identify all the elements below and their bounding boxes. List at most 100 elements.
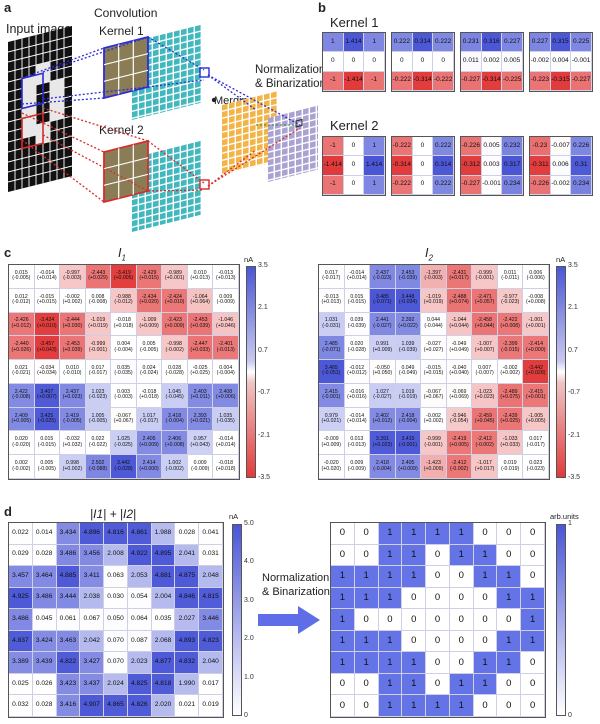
current-cell: 0.021 (-0.021)	[9, 360, 35, 384]
bin-cell: 1	[354, 566, 379, 588]
kernel-cell: -0.007	[550, 137, 572, 157]
current-cell: -0.027 (+0.027)	[421, 336, 447, 361]
current-cell: 0.002 (-0.002)	[9, 455, 35, 479]
current-cell: -1.046 (+0.046)	[213, 312, 239, 337]
current-cell: 0.035 (-0.035)	[111, 360, 137, 384]
bin-cell: 0	[402, 630, 427, 653]
current-cell: 0.009 (-0.009)	[213, 288, 239, 313]
bin-cell: 1	[402, 523, 427, 545]
kernel-cell: 0.006	[550, 156, 572, 176]
bin-colorbar-tick: 1	[568, 520, 572, 527]
kernel-cell: 1.414	[364, 156, 385, 176]
current-cell: 0.010 (+0.013)	[187, 265, 214, 289]
current-cell: 2.418 (-0.004)	[162, 407, 188, 432]
bin-cell: 0	[521, 544, 545, 567]
bin-cell: 1	[521, 587, 545, 610]
abs-cell: 2.068	[151, 630, 176, 653]
current-cell: 2.405 (+0.009)	[395, 455, 422, 479]
current-cell: -2.422 (+0.008)	[497, 312, 524, 337]
current-cell: -0.013 (+0.013)	[213, 265, 239, 289]
current-cell: -2.412 (-0.002)	[472, 431, 498, 456]
kernel-cell: 0.314	[433, 156, 454, 176]
kernel-cell: 1	[364, 33, 385, 53]
kernel-cell: 0.222	[433, 33, 454, 53]
kernel-cell: 0.222	[433, 137, 454, 157]
current-cell: -1.019 (+0.019)	[85, 312, 112, 337]
current-cell: -2.453 (+0.039)	[60, 336, 86, 361]
kernel-cell: -0.314	[481, 71, 503, 91]
abs-cell: 3.439	[32, 652, 57, 674]
current-cell: -0.018 (+0.018)	[213, 455, 239, 479]
current-cell: 0.957 (+0.043)	[187, 431, 214, 456]
i2-colorbar	[556, 266, 566, 478]
current-cell: -2.453 (+0.039)	[187, 312, 214, 337]
kernel-cell: 0	[412, 137, 434, 157]
bin-cell: 1	[521, 609, 545, 631]
kernel-1-box	[103, 35, 149, 100]
abs-cell: 4.925	[9, 587, 33, 610]
abs-cell: 3.389	[9, 652, 33, 674]
kernel-cell: -0.227	[571, 71, 592, 91]
abs-cell: 0.061	[56, 609, 81, 631]
current-cell: -0.014 (+0.014)	[213, 431, 239, 456]
bin-cell: 0	[521, 523, 545, 545]
abs-cell: 3.446	[199, 609, 223, 631]
kernel2-matrix-4: -0.23 -0.007 0.226 -0.311 0.006 0.31 -0.226 -0.…	[529, 136, 593, 196]
current-cell: 2.419 (-0.005)	[60, 407, 86, 432]
abs-cell: 0.054	[127, 587, 152, 610]
current-cell: -1.019 (+0.019)	[421, 288, 447, 313]
kernel-cell: 0.317	[502, 156, 523, 176]
abs-cell: 0.028	[32, 695, 57, 717]
input-image-grid	[8, 26, 72, 192]
current-cell: -0.018 (+0.018)	[136, 383, 163, 408]
current-cell: -2.429 (+0.015)	[136, 265, 163, 289]
panel-c-letter: c	[4, 245, 12, 260]
current-cell: 0.008 (-0.008)	[85, 288, 112, 313]
abs-colorbar-tick: 3.0	[244, 596, 254, 604]
abs-cell: 4.877	[151, 652, 176, 674]
bin-cell: 0	[497, 523, 522, 545]
current-cell: 0.044 (-0.044)	[421, 312, 447, 337]
bin-cell: 0	[426, 673, 450, 696]
bin-cell: 0	[449, 630, 474, 653]
abs-cell: 3.437	[80, 673, 105, 696]
current-cell: -2.489 (+0.075)	[497, 383, 524, 408]
kernel-cell: -0.225	[502, 71, 523, 91]
current-cell: -2.426 (+0.012)	[9, 312, 35, 337]
current-cell: -0.977 (-0.023)	[497, 288, 524, 313]
kernel-cell: -1	[364, 71, 385, 91]
abs-colorbar-tick: 0	[244, 712, 248, 719]
abs-cell: 4.816	[104, 523, 128, 545]
bin-cell: 0	[473, 587, 498, 610]
abs-cell: 4.822	[56, 652, 81, 674]
kernel1-matrix-4: 0.227 0.315 0.225 -0.002 0.004 -0.001 -0.223 -0…	[529, 32, 593, 92]
current-cell: -2.439 (+0.025)	[497, 407, 524, 432]
current-cell: 2.437 (+0.023)	[60, 383, 86, 408]
current-cell: -0.067 (+0.067)	[111, 407, 137, 432]
current-cell: 3.391 (+0.023)	[370, 431, 396, 456]
kernel-cell: 0	[343, 156, 365, 176]
kernel-cell: 0	[323, 52, 344, 72]
arrow-label-binarization: & Binarization	[262, 586, 330, 598]
i1-title: I1	[118, 246, 126, 263]
kernel-cell: -0.226	[530, 175, 551, 195]
kernel-cell: 0.315	[550, 33, 572, 53]
current-cell: 0.998 (+0.002)	[60, 455, 86, 479]
current-cell: 2.415 (-0.001)	[319, 383, 345, 408]
kernel-cell: -0.314	[392, 156, 413, 176]
kernel-cell: 0.316	[481, 33, 503, 53]
bin-cell: 1	[331, 587, 355, 610]
current-cell: 0.017 (-0.017)	[85, 360, 112, 384]
bin-cell: 0	[426, 652, 450, 674]
current-cell: -2.424 (+0.010)	[162, 288, 188, 313]
kernel-cell: -0.226	[461, 137, 482, 157]
kernel-cell: 0.003	[481, 156, 503, 176]
bin-cell: 0	[521, 566, 545, 588]
current-cell: -1.423 (+0.009)	[421, 455, 447, 479]
kernel-cell: 0.31	[571, 156, 592, 176]
current-cell: -1.001 (+0.001)	[523, 312, 549, 337]
abs-cell: 2.041	[175, 544, 200, 567]
kernel-2-label: Kernel 2	[99, 123, 144, 137]
bin-cell: 0	[426, 544, 450, 567]
current-cell: 2.414 (+0.000)	[136, 455, 163, 479]
